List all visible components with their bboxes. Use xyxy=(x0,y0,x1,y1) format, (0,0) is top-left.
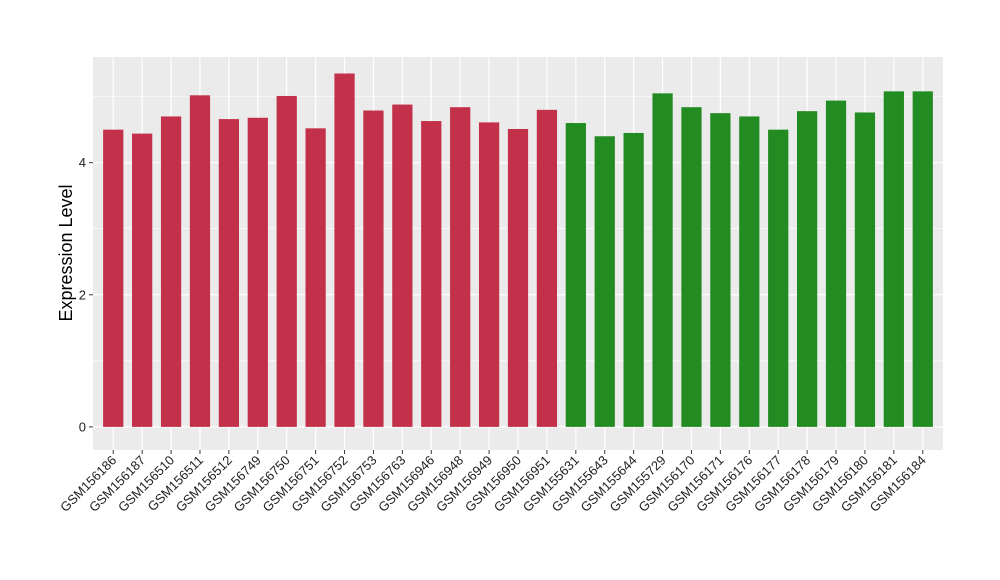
bar-GSM156184 xyxy=(912,91,933,427)
bar-GSM156171 xyxy=(710,113,731,427)
y-tick-label: 4 xyxy=(79,155,86,170)
y-tick-label: 2 xyxy=(79,287,86,302)
bar-GSM156946 xyxy=(421,121,442,427)
bar-GSM156177 xyxy=(768,129,789,427)
bar-GSM156180 xyxy=(854,112,876,427)
bar-GSM156176 xyxy=(739,116,760,427)
bar-GSM156950 xyxy=(507,128,529,427)
bar-GSM156751 xyxy=(305,128,326,427)
bar-GSM155631 xyxy=(565,123,586,427)
y-axis: 0 2 4 xyxy=(79,155,93,434)
bar-GSM156510 xyxy=(160,116,182,427)
bar-GSM156752 xyxy=(334,73,355,427)
bar-GSM156951 xyxy=(536,109,558,427)
bar-GSM156181 xyxy=(883,91,904,427)
bars xyxy=(103,73,933,427)
bar-GSM156187 xyxy=(132,133,153,427)
bar-GSM156186 xyxy=(103,129,124,427)
bar-GSM156948 xyxy=(450,107,471,427)
bar-GSM156750 xyxy=(276,95,297,427)
bar-GSM155729 xyxy=(652,93,673,427)
bar-GSM156178 xyxy=(796,111,818,427)
x-axis: GSM156186GSM156187GSM156510GSM156511GSM1… xyxy=(57,450,929,515)
bar-GSM156511 xyxy=(189,95,211,427)
bar-GSM156753 xyxy=(363,110,384,427)
bar-GSM156512 xyxy=(218,119,240,427)
bar-GSM156949 xyxy=(478,122,500,427)
bar-GSM156749 xyxy=(247,117,268,427)
bar-GSM155644 xyxy=(623,132,644,427)
y-axis-title: Expression Level xyxy=(56,184,76,321)
bar-GSM156763 xyxy=(392,104,413,427)
bar-GSM156179 xyxy=(825,100,847,427)
bar-GSM156170 xyxy=(681,107,702,427)
bar-GSM155643 xyxy=(594,136,615,427)
y-tick-label: 0 xyxy=(79,419,86,434)
